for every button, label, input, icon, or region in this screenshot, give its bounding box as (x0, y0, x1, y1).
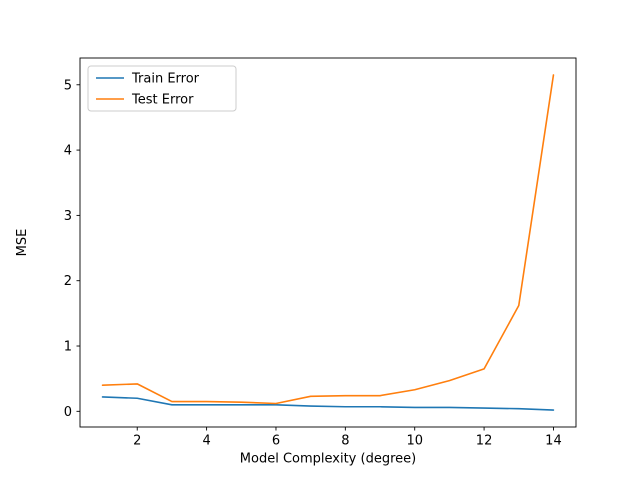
legend-label: Test Error (131, 93, 194, 108)
axes-spines (79, 57, 577, 428)
y-tick-label: 5 (64, 78, 72, 93)
y-tick-label: 2 (64, 274, 72, 289)
legend-box (87, 65, 237, 112)
y-tick-label: 1 (64, 340, 72, 355)
test-error-line (101, 74, 555, 405)
x-tick-label: 12 (476, 434, 493, 449)
x-tick-label: 14 (545, 434, 562, 449)
train-error-line (101, 396, 555, 411)
legend-label: Train Error (131, 72, 200, 87)
x-tick-label: 10 (406, 434, 423, 449)
y-tick-label: 4 (64, 144, 72, 159)
y-axis-label: MSE (15, 229, 30, 257)
x-axis-label: Model Complexity (degree) (240, 452, 416, 467)
x-tick-label: 2 (133, 434, 141, 449)
y-tick-label: 3 (64, 209, 72, 224)
x-tick-label: 8 (341, 434, 349, 449)
x-tick-label: 6 (272, 434, 280, 449)
x-tick-label: 4 (202, 434, 210, 449)
y-tick-label: 0 (64, 405, 72, 420)
